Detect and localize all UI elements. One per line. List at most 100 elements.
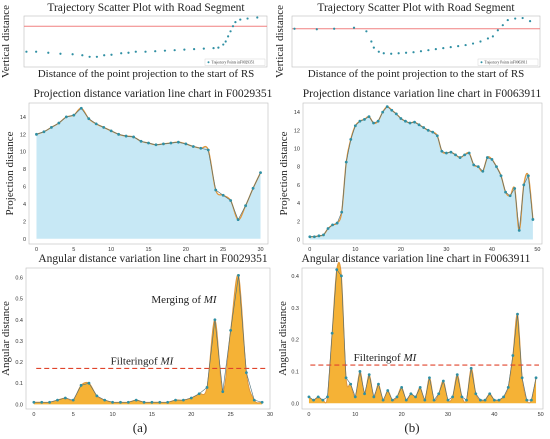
angular-a-data-point xyxy=(205,386,209,389)
projection-b-data-point xyxy=(463,153,467,157)
angular-a-filter-label: Filteringof MI xyxy=(111,355,175,367)
projection-b-data-point xyxy=(485,156,489,159)
angular-b-data-point xyxy=(386,389,390,392)
projection-b-y-tick-label: 10 xyxy=(294,146,300,152)
projection-b-y-axis-label: Projection distance xyxy=(278,131,290,215)
projection-b-data-point xyxy=(495,165,498,169)
scatter-a-trajectory-point xyxy=(163,49,167,52)
angular-b-data-point xyxy=(506,385,510,389)
angular-chart-a: Angular distance variation line chart in… xyxy=(0,253,273,418)
angular-a-data-point xyxy=(63,396,67,400)
projection-a-y-tick-label: 2 xyxy=(23,219,26,225)
angular-b-data-point xyxy=(534,376,538,380)
scatter-a-trajectory-point xyxy=(88,55,91,58)
projection-b-data-point xyxy=(431,130,435,134)
angular-a-data-point xyxy=(221,390,225,394)
projection-b-y-tick-label: 0 xyxy=(297,237,300,243)
angular-b-filter-label-text: Filteringof xyxy=(354,352,404,364)
projection-b-data-point xyxy=(322,233,325,237)
scatter-a-trajectory-point xyxy=(234,21,237,24)
angular-a-data-point xyxy=(134,398,138,402)
projection-a-y-tick-label: 14 xyxy=(20,115,26,121)
scatter-a-legend-box xyxy=(204,58,266,66)
angular-a-filter-label-italic: MI xyxy=(159,355,174,367)
projection-a-x-tick-label: 25 xyxy=(220,247,226,253)
angular-a-filter-label-text: Filteringof xyxy=(111,355,161,367)
projection-a-data-point xyxy=(147,141,150,145)
scatter-b-trajectory-point xyxy=(434,48,437,51)
projection-b-data-point xyxy=(326,227,330,230)
scatter-a-trajectory-point xyxy=(59,52,62,55)
angular-b-data-point xyxy=(312,398,315,402)
projection-b-data-point xyxy=(522,183,526,187)
projection-a-data-point xyxy=(162,142,165,146)
projection-b-series-line xyxy=(309,106,534,238)
projection-a-y-tick-label: 0 xyxy=(23,237,26,243)
angular-b-data-point xyxy=(326,395,329,399)
projection-a-data-point xyxy=(244,204,247,208)
angular-b-data-point xyxy=(469,366,473,370)
angular-b-x-tick-label: 30 xyxy=(445,412,451,418)
projection-b-data-point xyxy=(513,187,517,190)
projection-a-x-tick-label: 15 xyxy=(145,247,151,253)
projection-b-data-point xyxy=(353,124,357,128)
projection-b-x-tick-label: 40 xyxy=(489,247,495,253)
scatter-a-trajectory-point xyxy=(25,50,28,53)
projection-b-x-tick-label: 30 xyxy=(443,247,449,253)
scatter-b-trajectory-point xyxy=(397,52,400,55)
scatter-a-trajectory-point xyxy=(127,51,130,54)
projection-chart-b: Projection distance variation line chart… xyxy=(278,88,543,253)
projection-a-y-axis-label: Projection distance xyxy=(4,131,16,215)
angular-a-data-point xyxy=(142,400,146,404)
angular-chart-b: Angular distance variation line chart in… xyxy=(277,253,544,418)
scatter-b-trajectory-point xyxy=(293,27,296,30)
scatter-b-trajectory-point xyxy=(521,16,524,20)
angular-b-data-point xyxy=(525,398,529,402)
scatter-chart-b: Trajectory Scatter Plot with Road Segmen… xyxy=(274,2,541,80)
projection-b-data-point xyxy=(499,174,503,178)
projection-b-data-point xyxy=(472,163,476,167)
angular-b-y-axis-label: Angular distance xyxy=(277,301,289,376)
angular-a-y-tick-label: 0.5 xyxy=(15,297,23,303)
scatter-b-trajectory-point xyxy=(514,17,517,20)
scatter-b-trajectory-point xyxy=(496,29,499,32)
angular-b-data-point xyxy=(432,398,436,402)
projection-a-data-point xyxy=(79,106,83,110)
projection-b-data-point xyxy=(445,151,448,155)
projection-a-data-point xyxy=(154,143,158,147)
angular-a-x-tick-label: 20 xyxy=(188,412,194,418)
angular-b-data-point xyxy=(497,398,501,402)
angular-b-data-point xyxy=(479,398,482,402)
angular-b-data-point xyxy=(474,392,478,396)
scatter-b-trajectory-point xyxy=(464,43,467,47)
angular-b-filter-label: Filteringof MI xyxy=(354,352,418,364)
projection-a-y-tick-label: 10 xyxy=(20,150,26,156)
projection-b-plot-frame xyxy=(302,102,543,245)
projection-b-data-point xyxy=(349,137,353,141)
projection-b-data-point xyxy=(367,115,371,119)
angular-a-x-tick-label: 25 xyxy=(228,412,234,418)
projection-b-data-point xyxy=(331,223,334,227)
angular-b-data-point xyxy=(483,398,487,402)
scatter-a-trajectory-point xyxy=(173,49,176,52)
angular-b-data-point xyxy=(344,376,348,380)
angular-b-data-point xyxy=(381,398,385,402)
angular-a-data-point xyxy=(252,398,256,402)
projection-b-x-tick-label: 10 xyxy=(352,247,358,253)
scatter-b-trajectory-point xyxy=(501,24,504,27)
scatter-b-trajectory-point xyxy=(528,20,532,23)
projection-b-data-point xyxy=(531,218,535,221)
projection-a-data-point xyxy=(109,129,113,133)
scatter-a-y-axis-label: Vertical distance xyxy=(0,5,12,78)
angular-a-data-point xyxy=(48,400,52,404)
projection-a-data-point xyxy=(102,125,106,129)
angular-b-y-tick-label: 0.3 xyxy=(291,306,299,312)
angular-a-data-point xyxy=(189,396,193,400)
scatter-a-legend-marker xyxy=(207,61,210,64)
angular-b-area-fill xyxy=(308,262,537,404)
angular-b-data-point xyxy=(441,379,445,383)
scatter-a-plot-frame xyxy=(23,15,268,68)
projection-a-data-point xyxy=(117,132,121,136)
scatter-a-trajectory-point xyxy=(120,52,123,55)
